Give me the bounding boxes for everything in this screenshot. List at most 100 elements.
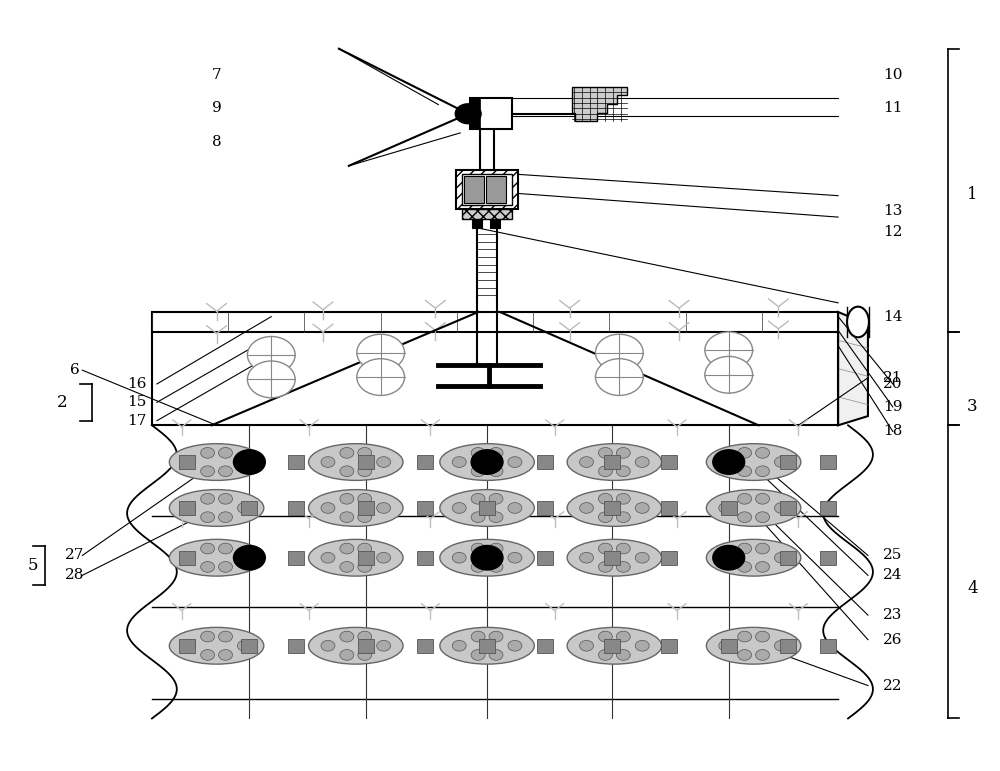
Circle shape (340, 447, 354, 458)
Circle shape (219, 447, 232, 458)
Bar (721, 550, 737, 564)
Circle shape (471, 544, 485, 554)
Circle shape (580, 503, 593, 513)
Circle shape (774, 641, 788, 651)
Bar (479, 550, 495, 564)
Ellipse shape (567, 628, 662, 664)
Circle shape (508, 552, 522, 563)
Bar (179, 501, 195, 515)
Circle shape (719, 503, 733, 513)
Ellipse shape (309, 490, 403, 527)
Circle shape (247, 336, 295, 373)
Circle shape (182, 641, 196, 651)
Circle shape (489, 561, 503, 572)
Circle shape (719, 456, 733, 467)
Circle shape (580, 641, 593, 651)
Circle shape (738, 631, 752, 642)
Bar (462, 174, 512, 205)
Circle shape (358, 650, 372, 660)
Text: 23: 23 (883, 608, 902, 622)
Ellipse shape (440, 628, 534, 664)
Ellipse shape (309, 540, 403, 576)
Circle shape (471, 449, 503, 474)
Text: 22: 22 (883, 678, 903, 692)
Circle shape (756, 466, 769, 476)
Circle shape (616, 631, 630, 642)
Circle shape (738, 544, 752, 554)
Text: 14: 14 (883, 310, 903, 324)
Circle shape (358, 447, 372, 458)
Text: 2: 2 (57, 394, 68, 411)
Circle shape (452, 641, 466, 651)
Circle shape (738, 650, 752, 660)
Bar (464, 176, 484, 204)
Polygon shape (838, 312, 868, 426)
Ellipse shape (169, 628, 264, 664)
Circle shape (756, 544, 769, 554)
Circle shape (595, 334, 643, 371)
Circle shape (580, 456, 593, 467)
Circle shape (756, 561, 769, 572)
Circle shape (377, 641, 391, 651)
Circle shape (201, 512, 215, 523)
Ellipse shape (440, 540, 534, 576)
Ellipse shape (706, 540, 801, 576)
Circle shape (598, 561, 612, 572)
Circle shape (201, 561, 215, 572)
Bar (661, 455, 677, 469)
Circle shape (774, 552, 788, 563)
Circle shape (455, 104, 481, 123)
Ellipse shape (567, 443, 662, 480)
Ellipse shape (309, 628, 403, 664)
Ellipse shape (847, 307, 869, 337)
Circle shape (616, 447, 630, 458)
Circle shape (201, 493, 215, 504)
Circle shape (233, 449, 265, 474)
Bar (780, 501, 796, 515)
Circle shape (201, 650, 215, 660)
Bar (721, 639, 737, 652)
Circle shape (471, 493, 485, 504)
Circle shape (489, 631, 503, 642)
Text: 21: 21 (883, 371, 903, 385)
Text: 13: 13 (883, 204, 902, 218)
Circle shape (616, 650, 630, 660)
Circle shape (774, 503, 788, 513)
Circle shape (738, 512, 752, 523)
Bar (179, 550, 195, 564)
Circle shape (357, 334, 405, 371)
Bar (780, 550, 796, 564)
Ellipse shape (706, 443, 801, 480)
Text: 17: 17 (127, 414, 147, 428)
Circle shape (452, 552, 466, 563)
Text: 28: 28 (65, 568, 84, 582)
Text: 5: 5 (27, 557, 38, 574)
Circle shape (616, 544, 630, 554)
Bar (288, 455, 304, 469)
Circle shape (471, 447, 485, 458)
Circle shape (738, 447, 752, 458)
Bar (479, 501, 495, 515)
Ellipse shape (169, 540, 264, 576)
Bar (604, 639, 620, 652)
Bar (417, 455, 433, 469)
Circle shape (598, 447, 612, 458)
Circle shape (377, 552, 391, 563)
Circle shape (489, 466, 503, 476)
Bar (537, 501, 553, 515)
Bar (358, 501, 374, 515)
Circle shape (635, 641, 649, 651)
Circle shape (598, 493, 612, 504)
Circle shape (598, 650, 612, 660)
Circle shape (377, 503, 391, 513)
Ellipse shape (169, 443, 264, 480)
Circle shape (713, 449, 745, 474)
Polygon shape (152, 312, 838, 332)
Text: 27: 27 (65, 548, 84, 562)
Bar (470, 99, 480, 129)
Circle shape (508, 503, 522, 513)
Text: 10: 10 (883, 69, 903, 82)
Text: 26: 26 (883, 633, 903, 647)
Bar (358, 550, 374, 564)
Text: 9: 9 (212, 102, 221, 116)
